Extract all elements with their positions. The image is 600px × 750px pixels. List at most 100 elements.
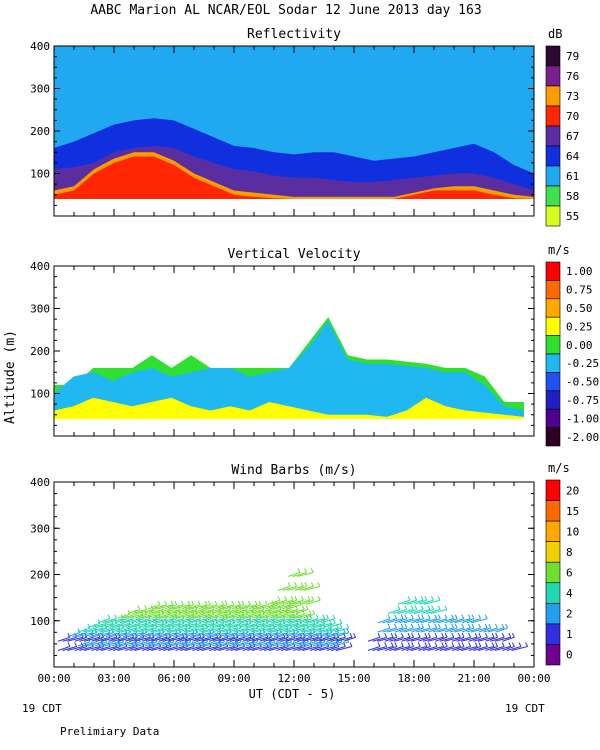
wind-barb: [477, 646, 495, 651]
wind-barb-flag: [414, 605, 418, 610]
wind-barb: [125, 636, 138, 642]
wind-barb: [117, 646, 134, 651]
wind-barb: [248, 622, 265, 628]
wind-barb: [251, 636, 269, 642]
wind-barb: [416, 627, 431, 633]
x-tick-label: 09:00: [217, 672, 250, 685]
wind-barb: [146, 646, 161, 651]
data-layer-1: [54, 321, 524, 419]
wind-barb: [300, 627, 316, 633]
wind-barb: [265, 618, 279, 624]
wind-barb-flag: [434, 614, 438, 619]
wind-barb-flag: [525, 642, 529, 647]
colorbar-label: 2: [566, 608, 573, 621]
wind-barb: [213, 636, 228, 642]
wind-barb: [302, 613, 315, 619]
wind-barb-flag: [67, 642, 71, 647]
colorbar-label: 0.75: [566, 284, 593, 297]
wind-barb-flag: [518, 642, 522, 647]
wind-barb: [285, 636, 302, 642]
wind-barb: [336, 632, 349, 638]
wind-barb: [264, 646, 279, 651]
wind-barb: [306, 622, 319, 628]
barb-row-12: [287, 568, 314, 577]
wind-barb: [212, 627, 225, 633]
wind-barb: [367, 636, 381, 642]
wind-barb: [94, 627, 107, 633]
wind-barb: [399, 618, 414, 624]
wind-barb: [149, 609, 164, 614]
wind-barb-flag: [488, 623, 492, 629]
wind-barb: [271, 627, 289, 633]
wind-barb: [295, 613, 312, 619]
wind-barb: [282, 604, 295, 610]
wind-barb-flag: [394, 633, 398, 638]
wind-barb-flag: [484, 633, 488, 638]
wind-barb-flag: [207, 600, 211, 606]
wind-barb: [187, 609, 204, 614]
wind-barb: [506, 646, 522, 651]
wind-barb-flag: [107, 614, 111, 619]
wind-barb: [171, 627, 188, 633]
wind-barb: [423, 599, 441, 605]
wind-barb: [267, 599, 281, 605]
wind-barb: [329, 632, 346, 638]
wind-barb: [229, 641, 242, 647]
wind-barb: [72, 632, 87, 638]
y-tick-label: 200: [30, 345, 50, 358]
wind-barb: [303, 585, 321, 591]
wind-barb: [456, 646, 471, 651]
wind-barb: [483, 627, 498, 633]
wind-barb-flag: [390, 633, 394, 638]
wind-barb: [216, 627, 232, 633]
wind-barb: [242, 646, 255, 651]
wind-barb-flag: [407, 633, 411, 638]
wind-barb: [206, 613, 221, 619]
wind-barb-flag: [454, 623, 458, 629]
wind-barb: [466, 618, 481, 624]
colorbar-label: 1.00: [566, 265, 593, 278]
colorbar-swatch: [545, 408, 561, 428]
wind-barb: [128, 641, 141, 647]
colorbar-swatch: [545, 85, 561, 107]
wind-barb: [168, 632, 181, 638]
wind-barb: [303, 632, 316, 638]
wind-barb: [511, 646, 528, 651]
wind-barb-flag: [284, 596, 288, 601]
wind-barb: [428, 618, 441, 624]
wind-barb: [407, 599, 424, 605]
wind-barb: [231, 604, 245, 610]
wind-barb: [193, 622, 208, 628]
colorbar-label: -1.00: [566, 412, 599, 425]
panel-title: Wind Barbs (m/s): [231, 463, 356, 478]
wind-barb: [99, 627, 114, 633]
wind-barb: [315, 622, 332, 628]
wind-barb-flag: [421, 623, 425, 629]
wind-barb: [169, 618, 184, 624]
wind-barb: [77, 632, 94, 638]
colorbar-label: 58: [566, 190, 579, 203]
y-tick-label: 300: [30, 303, 50, 316]
wind-barb: [236, 618, 252, 624]
wind-barb: [119, 618, 134, 624]
wind-barb: [319, 646, 336, 651]
colorbar-label: 76: [566, 70, 579, 83]
wind-barb: [387, 627, 404, 633]
wind-barb: [111, 627, 124, 633]
wind-barb: [245, 609, 258, 614]
wind-barb: [192, 636, 205, 642]
wind-barb: [252, 632, 265, 638]
wind-barb-flag: [411, 633, 415, 638]
wind-barb: [247, 646, 262, 651]
wind-barb: [471, 618, 488, 624]
wind-barb: [131, 618, 144, 624]
wind-barb: [399, 627, 414, 633]
colorbar-swatch: [545, 582, 561, 604]
wind-barb-flag: [478, 614, 482, 619]
wind-barb: [267, 627, 282, 633]
wind-barb: [108, 636, 121, 642]
wind-barb-flag: [427, 623, 431, 629]
wind-barb: [140, 618, 157, 624]
wind-barb: [295, 609, 309, 614]
wind-barb: [295, 632, 312, 638]
